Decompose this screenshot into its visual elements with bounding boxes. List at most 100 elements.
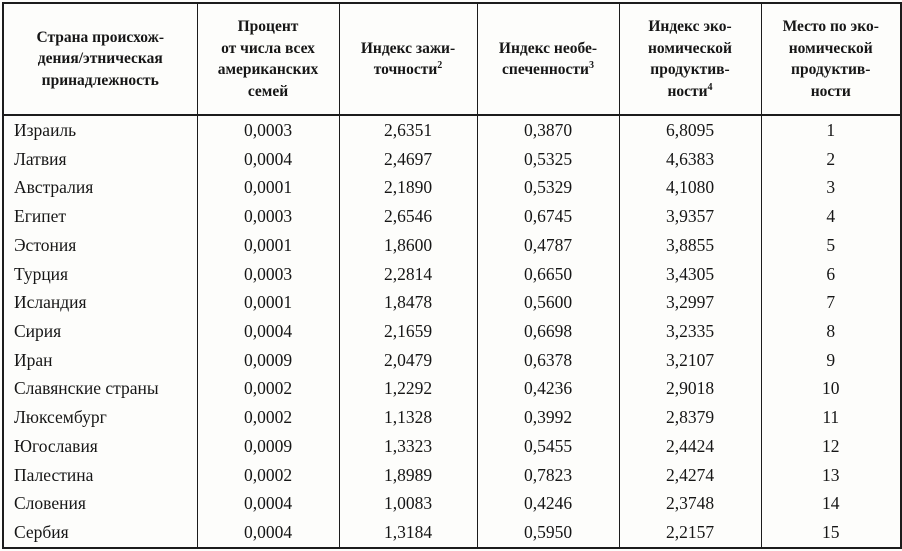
value-cell: 2,0479 [338, 345, 477, 375]
value-cell: 0,5950 [476, 518, 619, 548]
value-cell: 1 [760, 115, 901, 145]
table-row: Эстония 0,0001 1,8600 0,4787 3,8855 5 [3, 230, 901, 260]
column-header-country: Страна происхож-дения/этническая принадле… [3, 3, 197, 115]
table-header: Страна происхож-дения/этническая принадле… [3, 3, 901, 115]
header-line: продуктив- [650, 61, 730, 78]
value-cell: 0,5329 [476, 173, 619, 203]
table-row: Палестина 0,0002 1,8989 0,7823 2,4274 13 [3, 460, 901, 490]
header-line: ности4 [667, 81, 713, 100]
value-cell: 2,8379 [618, 403, 761, 432]
value-cell: 12 [760, 431, 901, 461]
value-cell: 1,8478 [338, 288, 477, 318]
value-cell: 0,0002 [196, 403, 339, 432]
footnote-marker: 4 [707, 81, 713, 93]
table-row: Югославия 0,0009 1,3323 0,5455 2,4424 12 [3, 431, 901, 461]
value-cell: 1,1328 [338, 403, 477, 432]
value-cell: 0,3870 [476, 115, 619, 145]
table-row: Австралия 0,0001 2,1890 0,5329 4,1080 3 [3, 173, 901, 203]
value-cell: 3 [760, 173, 901, 203]
value-cell: 7 [760, 288, 901, 318]
header-line: семей [247, 82, 289, 100]
value-cell: 1,8600 [338, 230, 477, 260]
country-cell: Эстония [14, 234, 77, 255]
header-line: Индекс зажи- [360, 39, 456, 57]
header-line: Процент [237, 18, 299, 35]
header-line: Индекс необе- [498, 39, 598, 57]
value-cell: 0,0004 [196, 317, 339, 346]
value-cell: 2,1890 [338, 173, 477, 203]
country-cell: Израиль [14, 119, 77, 140]
header-line: точности2 [373, 59, 443, 78]
value-cell: 0,0004 [196, 518, 339, 548]
value-cell: 0,6745 [476, 202, 619, 231]
header-line: американских [217, 61, 319, 78]
value-cell: 0,4236 [476, 374, 619, 404]
value-cell: 0,0009 [196, 431, 339, 461]
value-cell: 1,0083 [338, 489, 477, 519]
country-cell: Египет [14, 206, 67, 227]
value-cell: 8 [760, 317, 901, 346]
value-cell: 3,9357 [618, 202, 761, 231]
table-row: Сербия 0,0004 1,3184 0,5950 2,2157 15 [3, 518, 901, 548]
value-cell: 5 [760, 230, 901, 260]
column-header-prosperity: Индекс зажи-точности2 [338, 3, 477, 115]
value-cell: 0,6698 [476, 317, 619, 346]
header-line: принадлежность [41, 71, 159, 89]
value-cell: 2,6546 [338, 202, 477, 231]
table-row: Египет 0,0003 2,6546 0,6745 3,9357 4 [3, 202, 901, 231]
value-cell: 0,0004 [196, 489, 339, 519]
header-row: Страна происхож-дения/этническая принадле… [3, 3, 901, 115]
country-cell: Люксембург [14, 407, 107, 428]
table-row: Исландия 0,0001 1,8478 0,5600 3,2997 7 [3, 288, 901, 318]
column-header-percent: Процент от числа всех американских семей [196, 3, 339, 115]
value-cell: 0,0004 [196, 144, 339, 174]
value-cell: 0,6378 [476, 345, 619, 375]
column-header-productivity: Индекс эко-номической продуктив-ности4 [618, 3, 761, 115]
value-cell: 0,5325 [476, 144, 619, 174]
footnote-marker: 2 [437, 59, 443, 71]
value-cell: 2 [760, 144, 901, 174]
value-cell: 0,0003 [196, 259, 339, 289]
header-line: Место по эко- [782, 18, 879, 35]
country-cell: Словения [14, 493, 86, 514]
country-cell: Исландия [14, 292, 87, 313]
footnote-marker: 3 [588, 59, 594, 71]
value-cell: 15 [760, 518, 901, 548]
value-cell: 3,8855 [618, 230, 761, 260]
value-cell: 1,3184 [338, 518, 477, 548]
value-cell: 1,8989 [338, 460, 477, 490]
country-cell: Сербия [14, 522, 69, 543]
value-cell: 2,9018 [618, 374, 761, 404]
value-cell: 13 [760, 460, 901, 490]
value-cell: 2,6351 [338, 115, 477, 145]
value-cell: 0,4787 [476, 230, 619, 260]
value-cell: 4,1080 [618, 173, 761, 203]
value-cell: 2,2814 [338, 259, 477, 289]
table-row: Сирия 0,0004 2,1659 0,6698 3,2335 8 [3, 317, 901, 346]
value-cell: 0,0001 [196, 288, 339, 318]
country-cell: Сирия [14, 320, 62, 341]
value-cell: 2,4274 [618, 460, 761, 490]
value-cell: 0,6650 [476, 259, 619, 289]
value-cell: 14 [760, 489, 901, 519]
header-line: ности [810, 82, 851, 100]
value-cell: 2,3748 [618, 489, 761, 519]
value-cell: 4 [760, 202, 901, 231]
value-cell: 3,4305 [618, 259, 761, 289]
header-line: спеченности3 [502, 59, 594, 78]
value-cell: 0,5455 [476, 431, 619, 461]
header-line: продуктив- [791, 61, 871, 78]
value-cell: 4,6383 [618, 144, 761, 174]
value-cell: 0,0002 [196, 374, 339, 404]
table-row: Иран 0,0009 2,0479 0,6378 3,2107 9 [3, 345, 901, 375]
country-cell: Турция [14, 263, 69, 284]
header-line: номической [788, 39, 873, 57]
value-cell: 3,2335 [618, 317, 761, 346]
value-cell: 0,0002 [196, 460, 339, 490]
value-cell: 0,7823 [476, 460, 619, 490]
value-cell: 0,4246 [476, 489, 619, 519]
header-line: дения/этническая [37, 50, 163, 68]
value-cell: 2,4424 [618, 431, 761, 461]
country-cell: Югославия [14, 435, 98, 456]
